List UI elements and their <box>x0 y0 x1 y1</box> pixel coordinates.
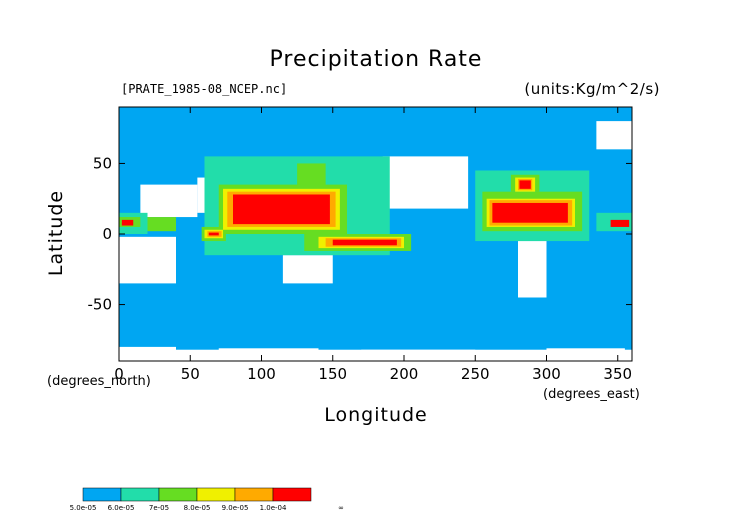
y-tick-label: 50 <box>93 154 112 172</box>
colorbar-label: 1.0e-04 <box>260 504 287 512</box>
masked-cell <box>119 236 176 284</box>
y-tick-label: -50 <box>88 296 113 314</box>
colorbar-swatch <box>82 487 122 502</box>
colorbar-label: 7e-05 <box>149 504 169 512</box>
chart-title: Precipitation Rate <box>269 47 483 72</box>
masked-cell <box>140 184 198 218</box>
masked-cell <box>282 255 333 284</box>
colorbar-swatch <box>120 487 160 502</box>
y-axis-label: Latitude <box>45 189 67 277</box>
colorbar: 5.0e-05 6.0e-05 7e-05 8.0e-05 9.0e-05 1.0e-04… <box>70 487 344 512</box>
precip-cell <box>147 217 176 232</box>
precip-cell <box>332 239 397 246</box>
axes: 0 50 100 150 200 250 300 350 -50 0 50 <box>88 107 632 383</box>
chart-units: (units:Kg/m^2/s) <box>524 80 660 98</box>
x-axis-unit-note: (degrees_east) <box>543 387 640 402</box>
masked-cell <box>518 241 547 298</box>
colorbar-label: ∞ <box>338 504 344 512</box>
x-tick-label: 150 <box>318 365 347 383</box>
colorbar-swatch <box>234 487 274 502</box>
x-tick-label: 100 <box>247 365 276 383</box>
x-axis-label: Longitude <box>324 404 428 426</box>
colorbar-label: 8.0e-05 <box>184 504 211 512</box>
precip-cell <box>233 194 330 225</box>
masked-cell <box>361 349 476 359</box>
precip-cell <box>297 163 326 192</box>
x-tick-label: 200 <box>390 365 419 383</box>
masked-cell <box>119 346 176 356</box>
x-tick-label: 50 <box>181 365 200 383</box>
masked-cell <box>382 156 469 209</box>
colorbar-label: 6.0e-05 <box>108 504 135 512</box>
y-tick-label: 0 <box>102 225 112 243</box>
colorbar-swatch <box>158 487 198 502</box>
colorbar-label: 9.0e-05 <box>222 504 249 512</box>
precip-cell <box>492 202 568 223</box>
x-tick-label: 0 <box>114 365 124 383</box>
x-tick-label: 250 <box>461 365 490 383</box>
colorbar-swatch <box>196 487 236 502</box>
precip-cell <box>610 219 630 227</box>
plot-area <box>119 107 632 361</box>
chart-source-file: [PRATE_1985-08_NCEP.nc] <box>121 82 288 96</box>
precip-cell <box>519 180 531 189</box>
x-tick-label: 300 <box>532 365 561 383</box>
masked-cell <box>546 348 625 359</box>
masked-cell <box>218 348 319 359</box>
colorbar-swatch <box>272 487 312 502</box>
precip-cell <box>121 219 134 226</box>
masked-cell <box>596 121 632 150</box>
x-tick-label: 350 <box>603 365 632 383</box>
precip-cell <box>208 232 219 236</box>
y-axis-unit-note: (degrees_north) <box>47 374 151 389</box>
colorbar-label: 5.0e-05 <box>70 504 97 512</box>
